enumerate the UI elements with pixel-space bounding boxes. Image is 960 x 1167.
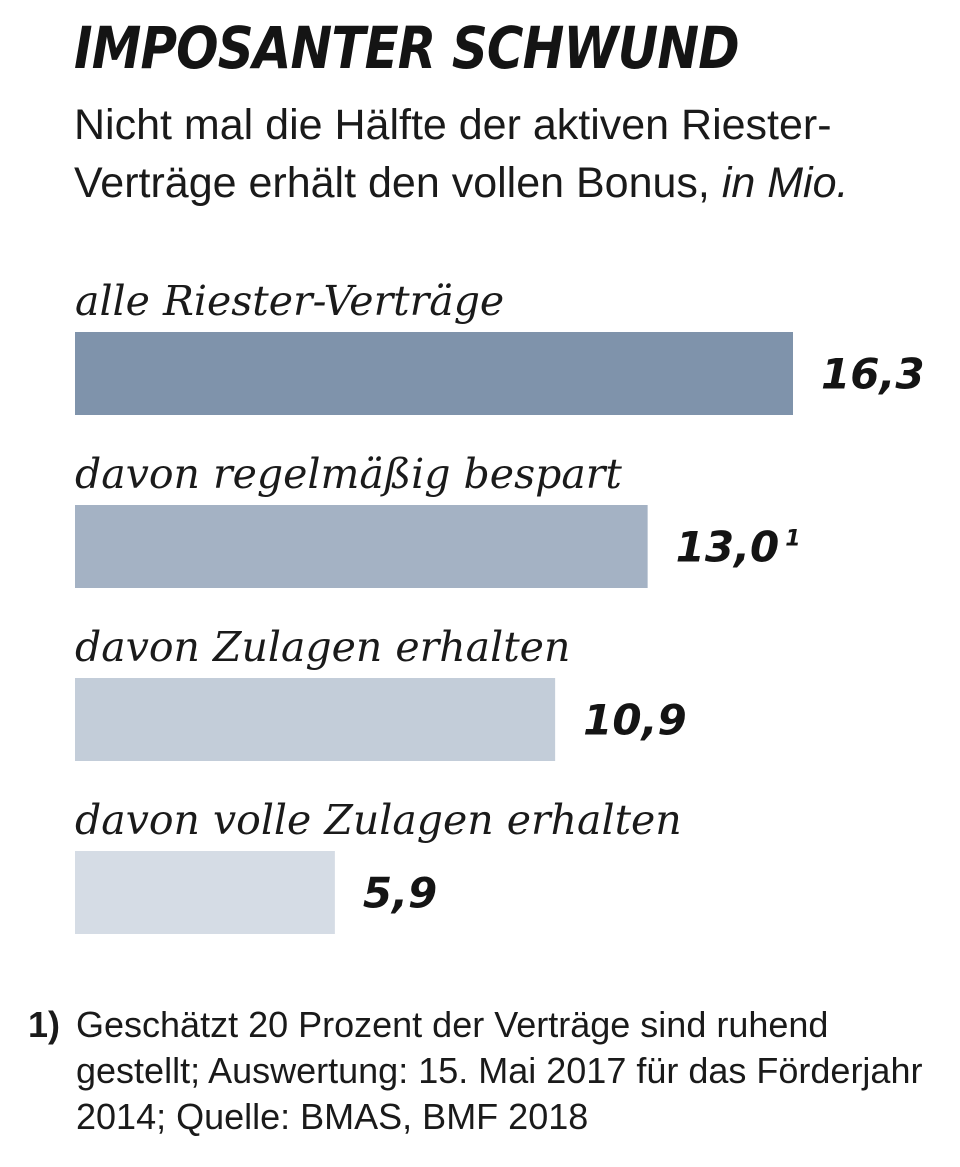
- chart-title: IMPOSANTER SCHWUND: [74, 14, 740, 82]
- bar: [75, 505, 648, 588]
- footnote-reference: 1: [785, 527, 800, 552]
- category-label: davon regelmäßig bespart: [75, 450, 622, 498]
- category-label: davon volle Zulagen erhalten: [75, 796, 682, 844]
- bar: [75, 332, 793, 415]
- footnote: 1) Geschätzt 20 Prozent der Verträge sin…: [28, 1002, 948, 1140]
- category-label: davon Zulagen erhalten: [75, 623, 570, 671]
- value-label: 5,9: [363, 869, 437, 918]
- bar: [75, 851, 335, 934]
- value-label: 13,0: [676, 523, 780, 572]
- footnote-text: Geschätzt 20 Prozent der Verträge sind r…: [76, 1004, 923, 1137]
- value-label: 10,9: [583, 696, 687, 745]
- value-label: 16,3: [821, 350, 925, 399]
- subtitle-unit: in Mio.: [721, 159, 849, 207]
- footnote-marker: 1): [28, 1004, 61, 1045]
- bar: [75, 678, 556, 761]
- subtitle-text: Nicht mal die Hälfte der aktiven Riester…: [74, 101, 832, 207]
- category-label: alle Riester-Verträge: [75, 277, 504, 325]
- chart-subtitle: Nicht mal die Hälfte der aktiven Riester…: [74, 96, 954, 212]
- bar-chart: alle Riester-Verträge 16,3 davon regelmäßi…: [75, 277, 925, 934]
